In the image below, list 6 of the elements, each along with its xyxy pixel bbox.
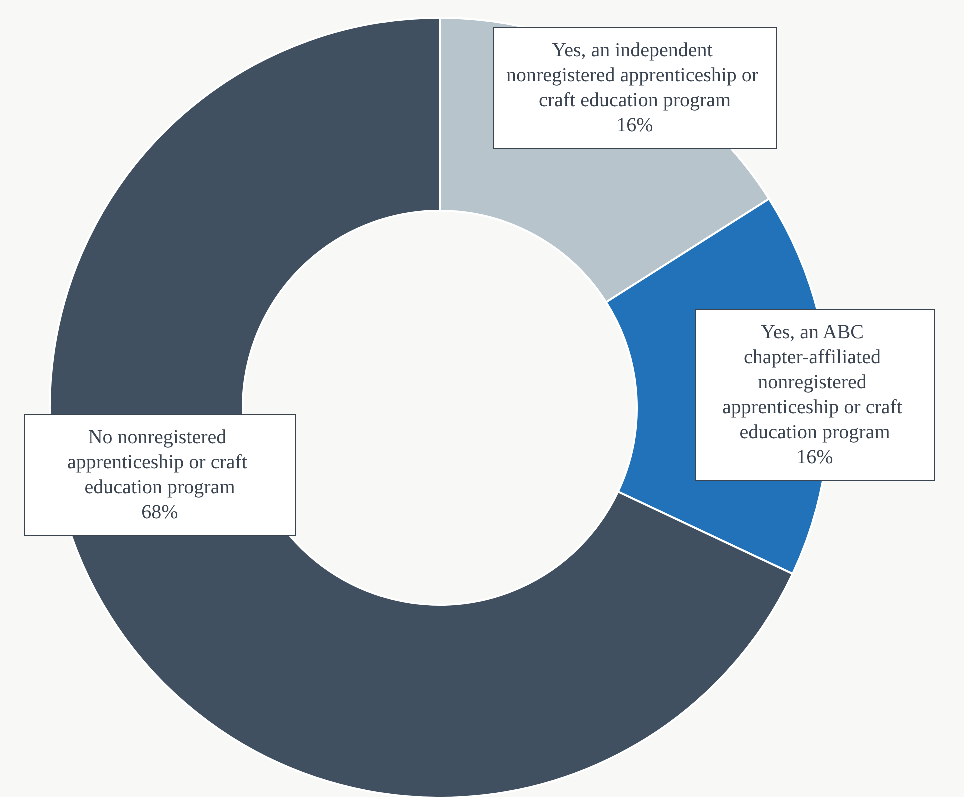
slice-label: Yes, an independent nonregistered apprenticeship or craft education program [506, 40, 764, 112]
data-label: 68% [142, 502, 178, 524]
slice-label: Yes, an ABC chapter-affiliated nonregistered apprenticeship or craft education program [722, 322, 908, 444]
data-label: 16% [616, 114, 654, 136]
slice-label: No nonregistered apprenticeship or craft education program [68, 426, 252, 498]
data-label: 16% [796, 446, 834, 468]
